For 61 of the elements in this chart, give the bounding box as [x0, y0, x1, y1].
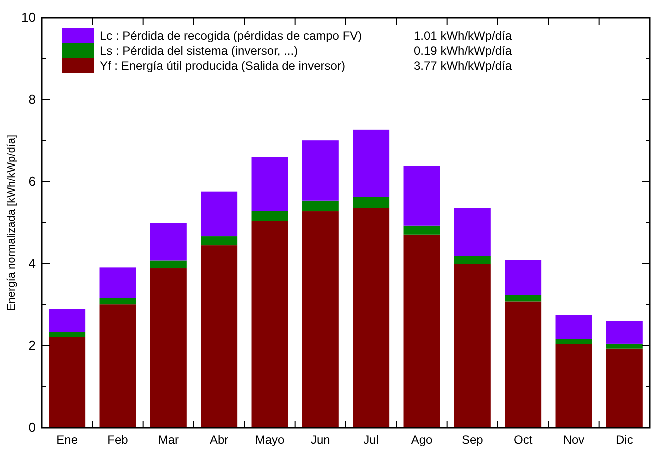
y-tick-label: 4	[28, 256, 36, 272]
bar	[556, 339, 592, 344]
x-tick-label: Jun	[310, 433, 330, 448]
bar	[454, 256, 491, 264]
bar	[556, 315, 592, 340]
y-tick-label: 2	[28, 338, 36, 354]
bar	[353, 130, 390, 198]
bar	[49, 337, 86, 428]
bar	[505, 302, 542, 428]
y-axis-title: Energía normalizada [kWh/kWp/día]	[6, 134, 18, 312]
bar	[505, 260, 542, 296]
bar	[606, 321, 643, 344]
bar	[201, 236, 238, 246]
x-tick-label: Ago	[411, 433, 433, 448]
annotation: 1.01 kWh/kWp/día	[414, 29, 512, 43]
bar	[201, 246, 238, 428]
bar	[505, 295, 542, 302]
x-tick-label: Mar	[158, 433, 180, 448]
y-tick-label: 10	[22, 10, 36, 26]
bar	[606, 348, 643, 428]
bar	[404, 234, 440, 428]
x-tick-label: Jul	[364, 433, 380, 448]
x-tick-label: Feb	[108, 433, 129, 448]
x-tick-label: Abr	[210, 433, 229, 448]
bar	[353, 197, 390, 208]
bar	[100, 304, 136, 428]
x-tick-label: Ene	[56, 433, 78, 448]
bar	[353, 208, 390, 428]
annotation: 3.77 kWh/kWp/día	[414, 59, 512, 73]
bar	[49, 309, 86, 332]
legend-label: Ls : Pérdida del sistema (inversor, ...)	[100, 44, 298, 58]
legend-label: Yf : Energía útil producida (Salida de inversor)	[100, 59, 346, 73]
bar	[404, 226, 440, 235]
y-tick-label: 8	[28, 92, 36, 108]
bar	[201, 192, 238, 237]
y-tick-label: 6	[28, 174, 36, 190]
bar	[49, 332, 86, 338]
annotation: 0.19 kWh/kWp/día	[414, 44, 512, 58]
bar	[302, 200, 339, 212]
bar	[252, 157, 288, 212]
bar	[100, 298, 136, 305]
x-tick-label: Sep	[462, 433, 484, 448]
bar	[454, 264, 491, 428]
bar	[252, 221, 288, 428]
bar	[454, 208, 491, 256]
bar	[404, 166, 440, 226]
bar	[606, 344, 643, 349]
bar	[150, 260, 187, 269]
x-tick-label: Nov	[563, 433, 585, 448]
bar	[302, 212, 339, 428]
legend-label: Lc : Pérdida de recogida (pérdidas de campo FV)	[100, 29, 362, 43]
bar	[150, 223, 187, 261]
bar	[252, 211, 288, 222]
x-tick-label: Mayo	[255, 433, 285, 448]
bar	[556, 344, 592, 428]
x-tick-label: Dic	[616, 433, 634, 448]
bar	[100, 268, 136, 298]
y-tick-label: 0	[28, 420, 36, 436]
bar	[302, 140, 339, 201]
bar	[150, 268, 187, 428]
x-tick-label: Oct	[514, 433, 534, 448]
